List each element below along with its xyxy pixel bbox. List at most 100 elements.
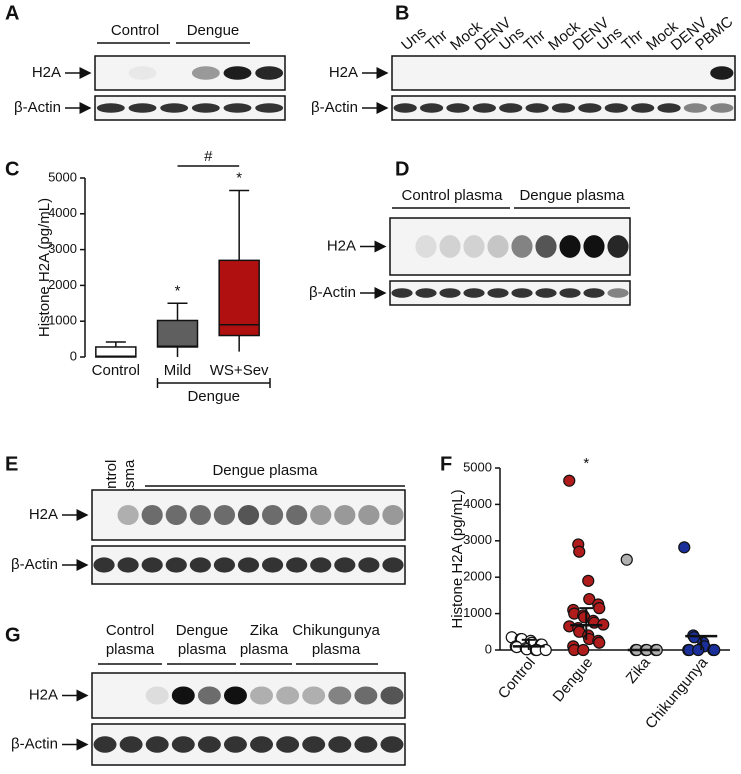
band <box>415 288 437 298</box>
y-tick-label: 0 <box>485 641 492 656</box>
group-label: Zika <box>250 622 279 639</box>
band <box>310 557 332 573</box>
band <box>189 557 211 573</box>
band <box>286 557 308 573</box>
band <box>237 505 260 525</box>
band <box>117 557 139 573</box>
annotation: * <box>236 169 242 186</box>
x-tick-label: Dengue <box>550 654 597 705</box>
band <box>119 736 143 753</box>
band <box>117 505 139 525</box>
band <box>255 103 284 113</box>
panel-letter: F <box>440 453 452 475</box>
band <box>310 505 332 525</box>
band <box>160 103 189 113</box>
band <box>358 557 380 573</box>
band <box>463 235 485 258</box>
band <box>189 505 211 525</box>
band <box>511 235 533 258</box>
band <box>223 103 252 113</box>
band <box>525 103 549 113</box>
panel-letter: G <box>5 624 21 646</box>
band <box>535 235 557 258</box>
point <box>577 643 590 657</box>
group-label: Control <box>106 622 154 639</box>
band <box>197 736 221 753</box>
point <box>563 474 576 487</box>
row-label: H2A <box>32 64 61 81</box>
band <box>382 505 404 525</box>
band <box>171 686 195 705</box>
band <box>145 736 169 753</box>
group-label: Control plasma <box>402 187 504 204</box>
band <box>487 235 509 258</box>
band <box>223 686 247 705</box>
y-tick-label: 0 <box>70 348 77 363</box>
point <box>583 592 596 606</box>
band <box>607 235 629 258</box>
band <box>393 103 417 113</box>
band <box>261 505 284 525</box>
band <box>578 103 602 113</box>
annotation: # <box>204 148 213 165</box>
blot <box>94 55 286 91</box>
band <box>583 235 605 258</box>
row-label: H2A <box>327 237 356 254</box>
y-axis-label: Histone H2A (pg/mL) <box>36 198 53 337</box>
band <box>559 288 581 298</box>
band <box>223 66 252 80</box>
band <box>657 103 681 113</box>
band <box>535 288 557 298</box>
band <box>472 103 496 113</box>
point <box>593 636 606 649</box>
annotation: * <box>583 455 589 472</box>
band <box>551 103 576 113</box>
band <box>415 235 437 258</box>
group-label: plasma <box>106 641 155 658</box>
group-label: Dengue plasma <box>519 187 625 204</box>
band <box>128 66 157 80</box>
box <box>156 319 199 348</box>
point <box>620 553 633 566</box>
y-tick-label: 4000 <box>463 496 492 511</box>
band <box>197 686 221 705</box>
band <box>171 736 195 753</box>
y-tick-label: 2000 <box>48 277 77 292</box>
annotation: * <box>175 282 181 299</box>
band <box>631 103 655 113</box>
group-label: Dengue <box>176 622 229 639</box>
band <box>145 686 169 705</box>
band <box>191 103 220 113</box>
panel-letter: C <box>5 158 19 180</box>
group-label: Dengue <box>187 388 240 405</box>
group-label: plasma <box>240 641 289 658</box>
band <box>354 736 378 753</box>
band <box>607 288 629 298</box>
band <box>213 557 236 573</box>
panel-letter: A <box>5 2 19 24</box>
y-tick-label: 3000 <box>48 241 77 256</box>
y-tick-label: 4000 <box>48 205 77 220</box>
point <box>573 545 586 558</box>
band <box>683 103 708 113</box>
x-tick-label: Control <box>495 654 539 702</box>
band <box>93 736 117 753</box>
band <box>604 103 628 113</box>
x-tick-label: Zika <box>623 654 655 687</box>
y-tick-label: 1000 <box>48 313 77 328</box>
x-tick-label: WS+Sev <box>210 362 269 379</box>
y-tick-label: 1000 <box>463 605 492 620</box>
y-tick-label: 5000 <box>48 169 77 184</box>
row-label: β-Actin <box>11 556 58 573</box>
y-tick-label: 2000 <box>463 569 492 584</box>
band <box>141 557 163 573</box>
band <box>710 103 734 113</box>
band <box>583 288 605 298</box>
band <box>487 288 509 298</box>
group-label: Control <box>111 22 159 39</box>
row-label: β-Actin <box>11 735 58 752</box>
point <box>708 643 721 657</box>
band <box>446 103 470 113</box>
row-label: β-Actin <box>14 99 61 116</box>
